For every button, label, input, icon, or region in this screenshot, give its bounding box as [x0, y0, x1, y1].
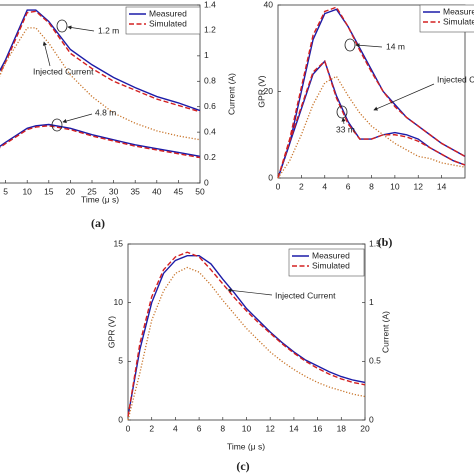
series-line [277, 59, 466, 179]
y-tick-label: 20 [264, 86, 274, 96]
series-line [277, 8, 466, 179]
y2-tick-label: 0.2 [204, 152, 216, 162]
y2-axis-label: Current (A) [380, 311, 390, 353]
panel-caption: (b) [378, 235, 393, 249]
panel-caption: (c) [236, 459, 249, 473]
y2-tick-label: 0.6 [204, 101, 216, 111]
y2-tick-label: 0.4 [204, 126, 216, 136]
legend-label: Measured [443, 6, 474, 16]
annotation-arrow [67, 25, 95, 32]
x-tick-label: 16 [313, 423, 323, 433]
x-tick-label: 4 [173, 423, 178, 433]
annotation: Injected Current [33, 66, 94, 76]
y2-axis-label: Current (A) [226, 73, 236, 115]
annotation-arrow [62, 113, 93, 124]
annotation: 33 m [336, 124, 355, 134]
annotation: Injected Current [437, 74, 474, 84]
x-tick-label: 4 [322, 181, 327, 191]
legend-label: Measured [149, 8, 187, 18]
x-tick-label: 20 [66, 186, 76, 196]
series-line [0, 27, 201, 141]
x-tick-label: 10 [22, 186, 32, 196]
y2-tick-label: 0 [204, 177, 209, 187]
series-line [127, 266, 366, 421]
series-line [0, 123, 201, 157]
y2-tick-label: 0 [369, 414, 374, 424]
annotation: 4.8 m [95, 107, 116, 117]
annotation: Injected Current [275, 290, 336, 300]
series-line [0, 125, 201, 159]
x-tick-label: 2 [299, 181, 304, 191]
y-axis-label: GPR (V) [256, 75, 266, 107]
legend-label: Measured [312, 250, 350, 260]
x-tick-label: 18 [337, 423, 347, 433]
x-tick-label: 40 [152, 186, 162, 196]
x-tick-label: 8 [369, 181, 374, 191]
y-tick-label: 40 [264, 0, 274, 9]
x-tick-label: 6 [197, 423, 202, 433]
y-tick-label: 0 [118, 414, 123, 424]
x-tick-label: 15 [44, 186, 54, 196]
x-axis-label: Time (μ s) [227, 441, 265, 451]
x-tick-label: 12 [414, 181, 424, 191]
y2-tick-label: 1.2 [204, 25, 216, 35]
series-line [0, 9, 201, 112]
annotation-ring [56, 19, 68, 33]
series-line [127, 255, 366, 417]
legend-box [125, 6, 201, 35]
series-line [277, 75, 466, 179]
legend-label: Simulated [312, 260, 350, 270]
series-line [127, 251, 366, 417]
y-tick-label: 0 [268, 172, 273, 182]
annotation-arrow [227, 288, 273, 296]
x-tick-label: 5 [3, 186, 8, 196]
x-tick-label: 50 [195, 186, 205, 196]
x-tick-label: 25 [87, 186, 97, 196]
y2-tick-label: 1.4 [204, 0, 216, 9]
x-tick-label: 14 [437, 181, 447, 191]
y2-tick-label: 0.8 [204, 76, 216, 86]
x-tick-label: 2 [149, 423, 154, 433]
x-tick-label: 45 [174, 186, 184, 196]
x-tick-label: 0 [276, 181, 281, 191]
y2-tick-label: 1.5 [369, 238, 381, 248]
series-line [277, 6, 466, 179]
x-tick-label: 8 [220, 423, 225, 433]
annotation-ring [51, 118, 63, 132]
legend-label: Simulated [443, 16, 474, 26]
x-tick-label: 10 [390, 181, 400, 191]
annotation-ring [336, 105, 348, 119]
legend-label: Simulated [149, 18, 187, 28]
x-tick-label: 30 [109, 186, 119, 196]
annotation-arrow [373, 83, 435, 111]
x-tick-label: 12 [265, 423, 275, 433]
panel-caption: (a) [91, 216, 105, 230]
y2-tick-label: 1 [204, 50, 209, 60]
legend-box [288, 248, 365, 277]
y2-tick-label: 1 [369, 297, 374, 307]
x-tick-label: 14 [289, 423, 299, 433]
annotation: 1.2 m [98, 25, 119, 35]
y-tick-label: 10 [114, 297, 124, 307]
annotation-arrow [355, 43, 383, 48]
legend-box [419, 4, 474, 33]
x-tick-label: 6 [346, 181, 351, 191]
y-tick-label: 15 [114, 238, 124, 248]
x-axis-label: Time (μ s) [81, 194, 119, 204]
x-tick-label: 10 [242, 423, 252, 433]
x-tick-label: 20 [360, 423, 370, 433]
y-tick-label: 5 [118, 356, 123, 366]
annotation-ring [344, 38, 356, 52]
annotation: 14 m [386, 41, 405, 51]
x-tick-label: 0 [126, 423, 131, 433]
annotation-arrow [341, 117, 346, 125]
x-tick-label: 35 [130, 186, 140, 196]
annotation-arrow [42, 41, 51, 67]
y2-tick-label: 0.5 [369, 356, 381, 366]
y-axis-label: GPR (V) [106, 316, 116, 348]
series-line [0, 10, 201, 113]
